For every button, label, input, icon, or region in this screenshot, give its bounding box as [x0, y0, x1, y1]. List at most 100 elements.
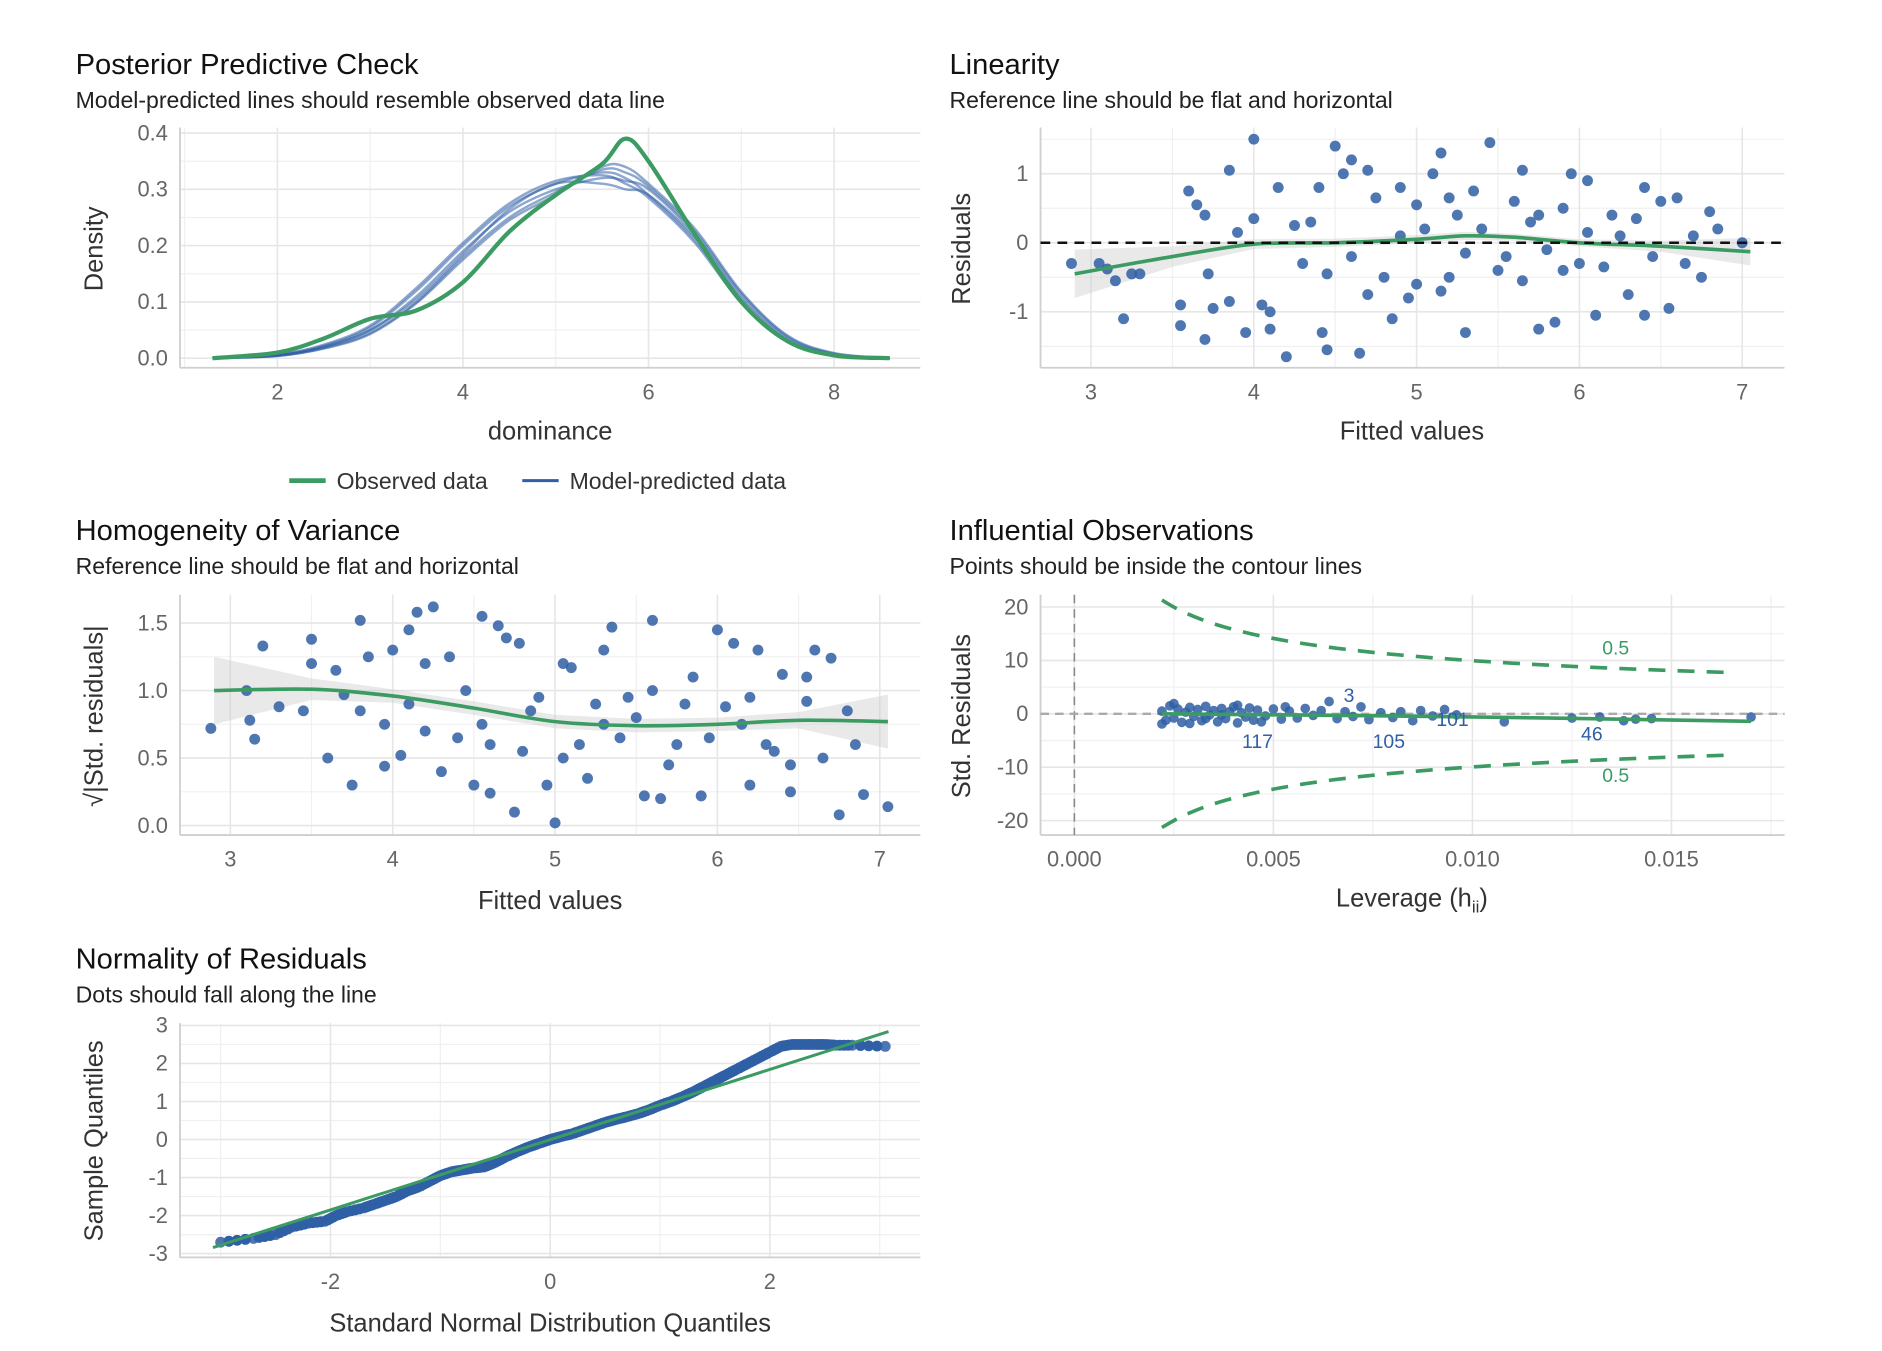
- data-point: [395, 749, 407, 761]
- ppc-subtitle: Model-predicted lines should resemble ob…: [76, 87, 665, 113]
- observation-label: 117: [1242, 731, 1273, 753]
- data-point: [1300, 703, 1311, 714]
- model-predicted-line: [212, 173, 890, 360]
- x-tick-label: 6: [711, 847, 723, 872]
- observation-label: 46: [1581, 723, 1603, 745]
- data-point: [1191, 199, 1203, 211]
- homogeneity-subtitle: Reference line should be flat and horizo…: [76, 553, 519, 579]
- normality-y-axis-title: Sample Quantiles: [80, 1040, 108, 1241]
- confidence-band: [1074, 231, 1751, 299]
- data-point: [1200, 701, 1211, 712]
- data-point: [1499, 716, 1510, 727]
- data-point: [1329, 140, 1341, 152]
- data-point: [411, 606, 423, 618]
- data-point: [1065, 258, 1077, 269]
- linearity-x-axis-title: Fitted values: [1340, 417, 1484, 445]
- x-tick-label: 0.000: [1047, 847, 1102, 872]
- data-point: [435, 766, 447, 778]
- data-point: [1582, 175, 1593, 187]
- data-point: [249, 733, 261, 745]
- data-point: [703, 732, 715, 744]
- data-point: [647, 685, 658, 697]
- data-point: [1248, 715, 1259, 726]
- influential-x-axis-title-end: ): [1479, 885, 1487, 913]
- data-point: [264, 1230, 276, 1241]
- data-point: [801, 695, 813, 707]
- homogeneity-y-axis-title: √|Std. residuals|: [80, 625, 108, 807]
- data-point: [582, 772, 593, 784]
- data-point: [1248, 133, 1260, 145]
- data-point: [1207, 302, 1219, 314]
- normality-plot: -2 0 2 -3 -2 -1 0 1 2 3: [148, 1013, 921, 1294]
- x-tick-label: 4: [1248, 379, 1260, 404]
- data-point: [1679, 258, 1691, 269]
- data-point: [1704, 206, 1716, 218]
- data-point: [1200, 713, 1211, 724]
- data-point: [614, 732, 626, 744]
- data-point: [1244, 703, 1255, 713]
- data-point: [863, 1040, 875, 1052]
- data-point: [1289, 220, 1300, 231]
- x-tick-label: 4: [457, 379, 469, 404]
- data-point: [257, 640, 269, 652]
- data-point: [1313, 182, 1325, 193]
- linearity-y-axis-title: Residuals: [948, 193, 976, 305]
- y-tick-label: 0.0: [138, 813, 168, 838]
- x-tick-label: 6: [1573, 379, 1585, 404]
- data-point: [419, 658, 431, 670]
- data-point: [1712, 223, 1724, 235]
- y-tick-label: 0.4: [138, 120, 168, 145]
- data-point: [354, 705, 366, 717]
- data-point: [1435, 285, 1447, 297]
- x-tick-label: 7: [1736, 379, 1748, 404]
- linearity-subtitle: Reference line should be flat and horizo…: [949, 87, 1392, 113]
- data-point: [403, 698, 415, 710]
- y-tick-label: 10: [1004, 648, 1028, 673]
- data-point: [606, 621, 618, 633]
- data-point: [1533, 209, 1545, 221]
- data-point: [598, 644, 610, 656]
- data-point: [1256, 299, 1268, 311]
- data-point: [444, 651, 455, 663]
- data-point: [1565, 168, 1577, 180]
- x-tick-label: 0.005: [1246, 847, 1301, 872]
- data-point: [711, 624, 723, 636]
- data-point: [525, 705, 537, 717]
- linearity-title: Linearity: [949, 49, 1059, 81]
- data-point: [630, 712, 642, 724]
- y-tick-label: 0: [156, 1127, 168, 1152]
- reference-line: [212, 1030, 889, 1249]
- data-point: [330, 664, 342, 676]
- data-point: [1557, 202, 1569, 214]
- data-point: [1316, 327, 1328, 338]
- data-point: [1614, 230, 1626, 242]
- influential-x-axis-title: Leverage (hii): [1336, 885, 1488, 917]
- data-point: [1276, 714, 1287, 724]
- y-tick-label: -2: [148, 1203, 167, 1228]
- data-point: [728, 637, 740, 649]
- x-tick-label: 5: [1411, 379, 1423, 404]
- data-point: [1439, 704, 1450, 715]
- x-tick-label: 8: [828, 379, 840, 404]
- data-point: [1459, 247, 1471, 259]
- data-point: [484, 787, 496, 799]
- data-point: [509, 806, 520, 818]
- data-point: [871, 1040, 883, 1052]
- data-point: [858, 789, 870, 800]
- data-point: [809, 644, 821, 656]
- data-point: [492, 620, 504, 632]
- data-point: [768, 745, 780, 757]
- data-point: [687, 671, 699, 683]
- data-point: [205, 722, 217, 734]
- influential-x-axis-title-main: Leverage (h: [1336, 885, 1472, 913]
- data-point: [663, 759, 675, 771]
- x-tick-label: 0: [544, 1269, 556, 1294]
- data-point: [346, 779, 358, 791]
- observation-label: 101: [1436, 709, 1468, 731]
- data-point: [744, 779, 756, 791]
- data-point: [695, 790, 707, 802]
- data-point: [1370, 192, 1382, 204]
- data-point: [647, 614, 658, 626]
- data-point: [460, 685, 472, 697]
